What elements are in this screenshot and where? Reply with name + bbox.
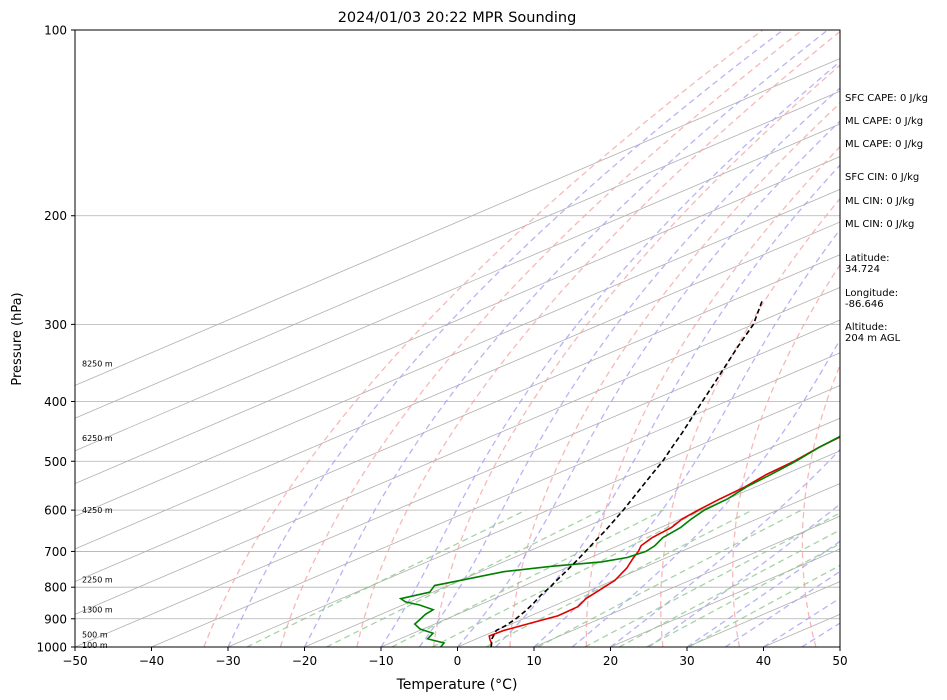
y-tick-label: 200 bbox=[44, 209, 67, 223]
isotherm-line bbox=[75, 188, 840, 517]
y-tick-label: 100 bbox=[44, 24, 67, 38]
y-tick-label: 800 bbox=[44, 581, 67, 595]
height-label: 2250 m bbox=[82, 576, 113, 585]
isotherm-line bbox=[304, 417, 840, 647]
ml-cin-text: ML CIN: 0 J/kg bbox=[845, 196, 915, 207]
mixing-ratio-line bbox=[246, 509, 527, 647]
axes: −50 −40 −30 −20 −10 0 10 20 30 40 50 100 200 300 400 50… bbox=[36, 24, 847, 669]
dry-adiabat-line bbox=[279, 30, 803, 647]
isotherm-line bbox=[75, 90, 840, 419]
y-tick-label: 400 bbox=[44, 395, 67, 409]
parcel-line bbox=[490, 300, 763, 647]
sfc-cape-text: SFC CAPE: 0 J/kg bbox=[845, 93, 928, 104]
isotherm-line bbox=[75, 156, 840, 484]
mixing-ratio-line bbox=[326, 509, 602, 647]
isotherm-line bbox=[75, 221, 840, 550]
isotherm-line bbox=[75, 254, 840, 583]
dry-adiabat-line bbox=[203, 30, 764, 647]
series-layer bbox=[398, 300, 840, 647]
isotherm-line bbox=[75, 58, 840, 386]
x-tick-label: 50 bbox=[832, 654, 847, 668]
dry-adiabat-line bbox=[660, 197, 840, 647]
moist-adiabat-line bbox=[533, 228, 840, 647]
isotherm-line bbox=[457, 483, 840, 647]
mixing-ratio-line bbox=[688, 564, 840, 647]
moist-adiabat-line bbox=[457, 120, 840, 647]
height-label: 6250 m bbox=[82, 434, 113, 443]
x-tick-label: −30 bbox=[215, 654, 240, 668]
x-tick-label: −50 bbox=[62, 654, 87, 668]
x-tick-label: 0 bbox=[454, 654, 462, 668]
isotherm-line bbox=[380, 450, 840, 647]
ml-cin-text-2: ML CIN: 0 J/kg bbox=[845, 219, 915, 230]
height-label: 4250 m bbox=[82, 506, 113, 515]
latitude-value: 34.724 bbox=[845, 264, 880, 275]
dry-adiabat-line bbox=[432, 64, 840, 647]
moist-adiabat-line bbox=[763, 597, 840, 647]
y-tick-label: 600 bbox=[44, 504, 67, 518]
isotherm-line bbox=[151, 352, 840, 647]
isotherm-line bbox=[75, 319, 840, 647]
y-tick-label: 700 bbox=[44, 545, 67, 559]
mixing-ratio-line bbox=[432, 509, 703, 647]
y-tick-label: 1000 bbox=[36, 641, 67, 655]
dry-adiabat-line bbox=[509, 102, 840, 647]
isotherm-line bbox=[227, 385, 840, 647]
dry-adiabat-line bbox=[935, 30, 947, 647]
dewpoint-line bbox=[398, 435, 840, 647]
moist-adiabat-line bbox=[571, 338, 840, 647]
moist-adiabat-line bbox=[418, 87, 840, 647]
moist-adiabat-line bbox=[380, 60, 840, 647]
height-label: 1300 m bbox=[82, 606, 113, 615]
x-tick-label: −20 bbox=[292, 654, 317, 668]
isotherm-line bbox=[75, 286, 840, 615]
isotherm-line bbox=[533, 515, 840, 647]
dry-adiabat-line bbox=[801, 363, 840, 647]
isotherm-line bbox=[75, 123, 840, 452]
temperature-line bbox=[488, 436, 840, 647]
x-tick-label: 30 bbox=[679, 654, 694, 668]
longitude-label: Longitude: bbox=[845, 288, 899, 299]
moist-adiabat-line bbox=[303, 30, 829, 647]
ml-cape-text-2: ML CAPE: 0 J/kg bbox=[845, 139, 924, 150]
x-tick-label: −10 bbox=[368, 654, 393, 668]
dry-adiabat-line bbox=[585, 145, 840, 647]
longitude-value: -86.646 bbox=[845, 299, 884, 310]
mixing-ratio-line bbox=[646, 543, 840, 647]
x-tick-label: 10 bbox=[526, 654, 541, 668]
grid-layer bbox=[75, 30, 947, 647]
height-label: 8250 m bbox=[82, 359, 113, 368]
x-tick-label: 20 bbox=[603, 654, 618, 668]
x-axis-label: Temperature (°C) bbox=[396, 677, 518, 693]
mixing-ratio-line bbox=[618, 529, 840, 647]
dry-adiabat-line bbox=[732, 263, 840, 647]
altitude-value: 204 m AGL bbox=[845, 333, 901, 344]
moist-adiabat-line bbox=[648, 503, 840, 647]
y-tick-label: 300 bbox=[44, 318, 67, 332]
y-axis-label: Pressure (hPa) bbox=[10, 292, 25, 385]
mixing-ratio-line bbox=[584, 512, 840, 647]
chart-title: 2024/01/03 20:22 MPR Sounding bbox=[338, 10, 577, 26]
height-label: 500 m bbox=[82, 631, 108, 640]
y-tick-label: 500 bbox=[44, 455, 67, 469]
dry-adiabat-line bbox=[356, 30, 840, 647]
mixing-ratio-line bbox=[391, 509, 664, 647]
altitude-label: Altitude: bbox=[845, 322, 888, 333]
x-tick-label: 40 bbox=[756, 654, 771, 668]
moist-adiabat-line bbox=[495, 164, 840, 647]
plot-frame bbox=[74, 29, 841, 648]
latitude-label: Latitude: bbox=[845, 253, 890, 264]
y-tick-label: 900 bbox=[44, 612, 67, 626]
sfc-cin-text: SFC CIN: 0 J/kg bbox=[845, 172, 920, 183]
height-label: 100 m bbox=[82, 641, 108, 650]
ml-cape-text: ML CAPE: 0 J/kg bbox=[845, 116, 924, 127]
x-tick-label: −40 bbox=[139, 654, 164, 668]
moist-adiabat-line bbox=[227, 30, 784, 647]
